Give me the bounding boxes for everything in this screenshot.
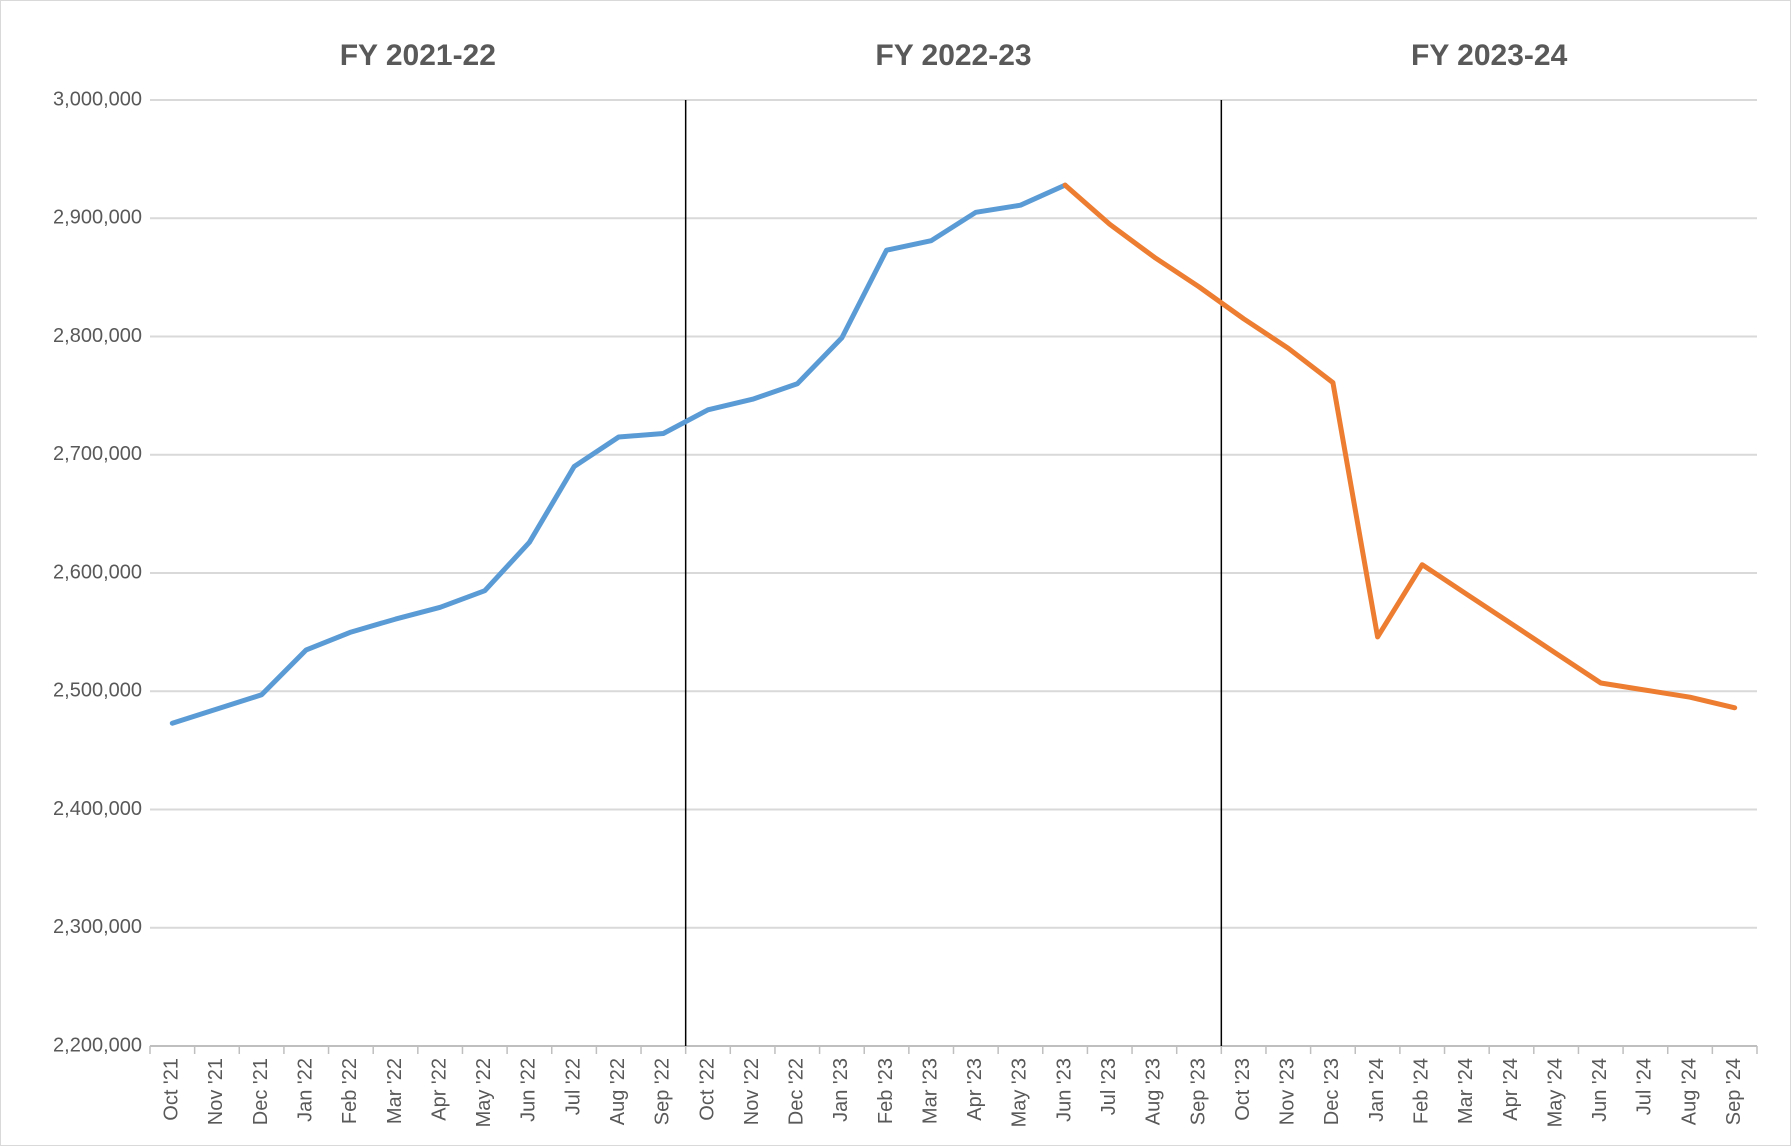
y-tick-label: 2,300,000 <box>53 916 142 938</box>
x-tick-label: Sep '24 <box>1723 1058 1745 1125</box>
x-tick-label: Sep '22 <box>652 1058 674 1125</box>
x-tick-label: Jan '23 <box>830 1058 852 1122</box>
x-tick-label: Dec '23 <box>1321 1058 1343 1125</box>
line-series <box>169 182 1068 726</box>
x-tick-label: Dec '22 <box>786 1058 808 1125</box>
x-tick-label: Jun '22 <box>518 1058 540 1122</box>
period-label: FY 2022-23 <box>875 39 1031 72</box>
x-tick-label: Feb '23 <box>875 1058 897 1124</box>
x-tick-label: Mar '22 <box>384 1058 406 1124</box>
y-tick-label: 2,900,000 <box>53 207 142 229</box>
x-tick-label: Aug '23 <box>1143 1058 1165 1125</box>
x-tick-label: Jan '22 <box>295 1058 317 1122</box>
period-label: FY 2023-24 <box>1411 39 1568 72</box>
x-tick-label: Mar '24 <box>1455 1058 1477 1124</box>
x-tick-label: May '24 <box>1544 1058 1566 1127</box>
x-tick-label: Apr '24 <box>1500 1058 1522 1121</box>
y-tick-label: 2,800,000 <box>53 325 142 347</box>
x-tick-label: Nov '23 <box>1277 1058 1299 1125</box>
x-tick-label: Dec '21 <box>250 1058 272 1125</box>
x-tick-label: Apr '22 <box>428 1058 450 1121</box>
y-tick-label: 2,200,000 <box>53 1034 142 1056</box>
x-tick-label: Oct '21 <box>161 1058 183 1121</box>
x-tick-label: Nov '22 <box>741 1058 763 1125</box>
x-tick-label: Oct '22 <box>696 1058 718 1121</box>
y-tick-label: 3,000,000 <box>53 88 142 110</box>
period-label: FY 2021-22 <box>340 39 496 72</box>
x-tick-label: Jun '24 <box>1589 1058 1611 1122</box>
x-tick-label: Mar '23 <box>919 1058 941 1124</box>
x-tick-label: Aug '24 <box>1678 1058 1700 1125</box>
y-tick-label: 2,500,000 <box>53 680 142 702</box>
y-tick-label: 2,400,000 <box>53 798 142 820</box>
x-tick-label: Oct '23 <box>1232 1058 1254 1121</box>
x-tick-label: Apr '23 <box>964 1058 986 1121</box>
y-tick-label: 2,700,000 <box>53 443 142 465</box>
x-tick-label: Sep '23 <box>1187 1058 1209 1125</box>
y-tick-label: 2,600,000 <box>53 561 142 583</box>
x-tick-label: Jul '23 <box>1098 1058 1120 1115</box>
x-tick-label: Feb '22 <box>339 1058 361 1124</box>
x-tick-label: Jan '24 <box>1366 1058 1388 1122</box>
x-tick-label: May '23 <box>1009 1058 1031 1127</box>
x-tick-label: Jul '24 <box>1634 1058 1656 1115</box>
x-tick-label: Feb '24 <box>1410 1058 1432 1124</box>
x-tick-label: Jul '22 <box>562 1058 584 1115</box>
x-tick-label: Nov '21 <box>205 1058 227 1125</box>
x-tick-label: May '22 <box>473 1058 495 1127</box>
line-series <box>1062 182 1738 711</box>
x-tick-label: Jun '23 <box>1053 1058 1075 1122</box>
x-tick-label: Aug '22 <box>607 1058 629 1125</box>
